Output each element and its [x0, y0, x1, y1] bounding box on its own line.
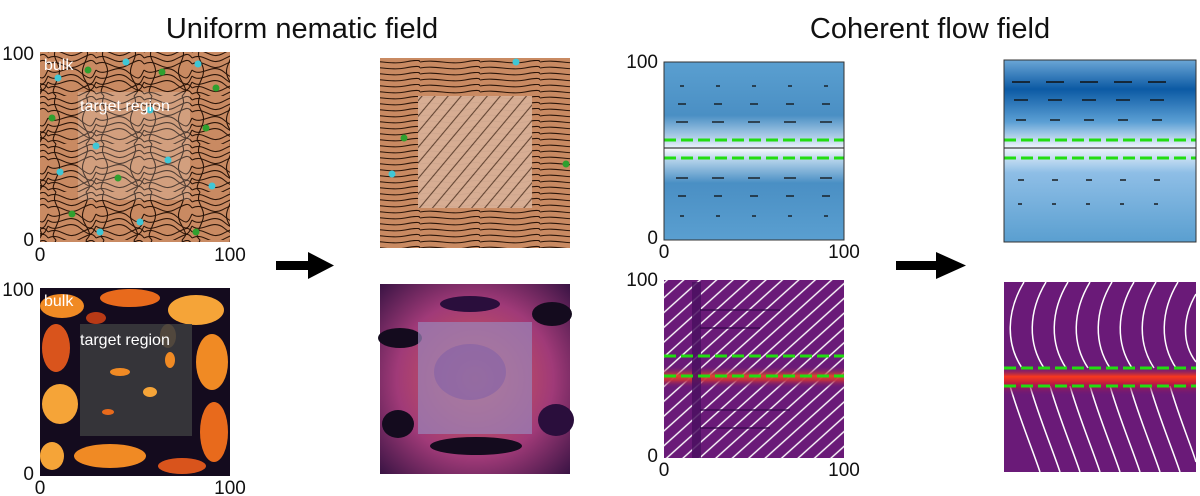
panel-magma-controlled	[378, 284, 574, 474]
arc-streamlines	[1009, 281, 1197, 473]
flow-arrows	[1004, 81, 1196, 205]
tick-y-min: 0	[23, 464, 34, 485]
defect-minus	[388, 170, 396, 178]
title-coherent-flow: Coherent flow field	[810, 13, 1050, 45]
target-region-overlay	[80, 324, 192, 436]
target-hot-specks	[102, 352, 175, 415]
magma-hot-blobs	[40, 289, 228, 474]
defect-plus	[400, 134, 408, 142]
target-inner-patch	[434, 344, 506, 400]
defect-minus	[512, 58, 520, 66]
panel-purple-controlled	[1004, 281, 1197, 473]
panel-magma-turbulent: bulk target region 100 0 0 100	[2, 280, 246, 496]
tick-y-max: 100	[2, 280, 34, 301]
flow-field-controlled-bg	[1004, 60, 1196, 242]
nematic-turbulent-field	[40, 52, 230, 242]
axes-frame	[663, 61, 845, 241]
panel-flow-initial: 100 0 0 100	[626, 52, 860, 263]
target-region-overlay	[418, 322, 532, 434]
target-region-diagonal	[418, 96, 532, 208]
panel-nematic-turbulent: bulk target region 100 0 0 100	[2, 44, 246, 266]
tick-y-max: 100	[626, 270, 658, 291]
label-bulk: bulk	[44, 57, 74, 74]
transition-arrow-right	[896, 252, 966, 279]
axes-frame	[1003, 59, 1197, 243]
tick-x-max: 100	[214, 478, 246, 496]
title-uniform-nematic: Uniform nematic field	[166, 13, 438, 45]
label-target-region: target region	[80, 98, 170, 115]
magma-dark-patches	[378, 296, 574, 455]
tick-x-min: 0	[659, 460, 670, 481]
vertical-wall	[692, 282, 701, 458]
shadow-dashes	[700, 309, 790, 429]
flow-arrows	[664, 85, 844, 217]
tick-y-max: 100	[626, 52, 658, 73]
defect-plus	[562, 160, 570, 168]
tick-x-min: 0	[35, 245, 46, 266]
panel-nematic-aligned	[380, 58, 570, 248]
tick-x-min: 0	[659, 242, 670, 263]
tick-y-min: 0	[647, 228, 658, 249]
transition-arrow-left	[276, 252, 334, 279]
tick-x-min: 0	[35, 478, 46, 496]
tick-y-min: 0	[23, 230, 34, 251]
defects	[48, 58, 220, 236]
tick-x-max: 100	[828, 242, 860, 263]
flow-field-bg	[664, 62, 844, 240]
tick-x-max: 100	[214, 245, 246, 266]
tick-y-min: 0	[647, 446, 658, 467]
panel-purple-initial: 100 0 0 100	[626, 270, 860, 481]
target-region-overlay	[418, 96, 532, 208]
hot-band	[1004, 366, 1196, 396]
label-bulk: bulk	[44, 293, 74, 310]
panel-flow-controlled	[1003, 59, 1197, 243]
tick-y-max: 100	[2, 44, 34, 65]
tick-x-max: 100	[828, 460, 860, 481]
label-target-region: target region	[80, 332, 170, 349]
